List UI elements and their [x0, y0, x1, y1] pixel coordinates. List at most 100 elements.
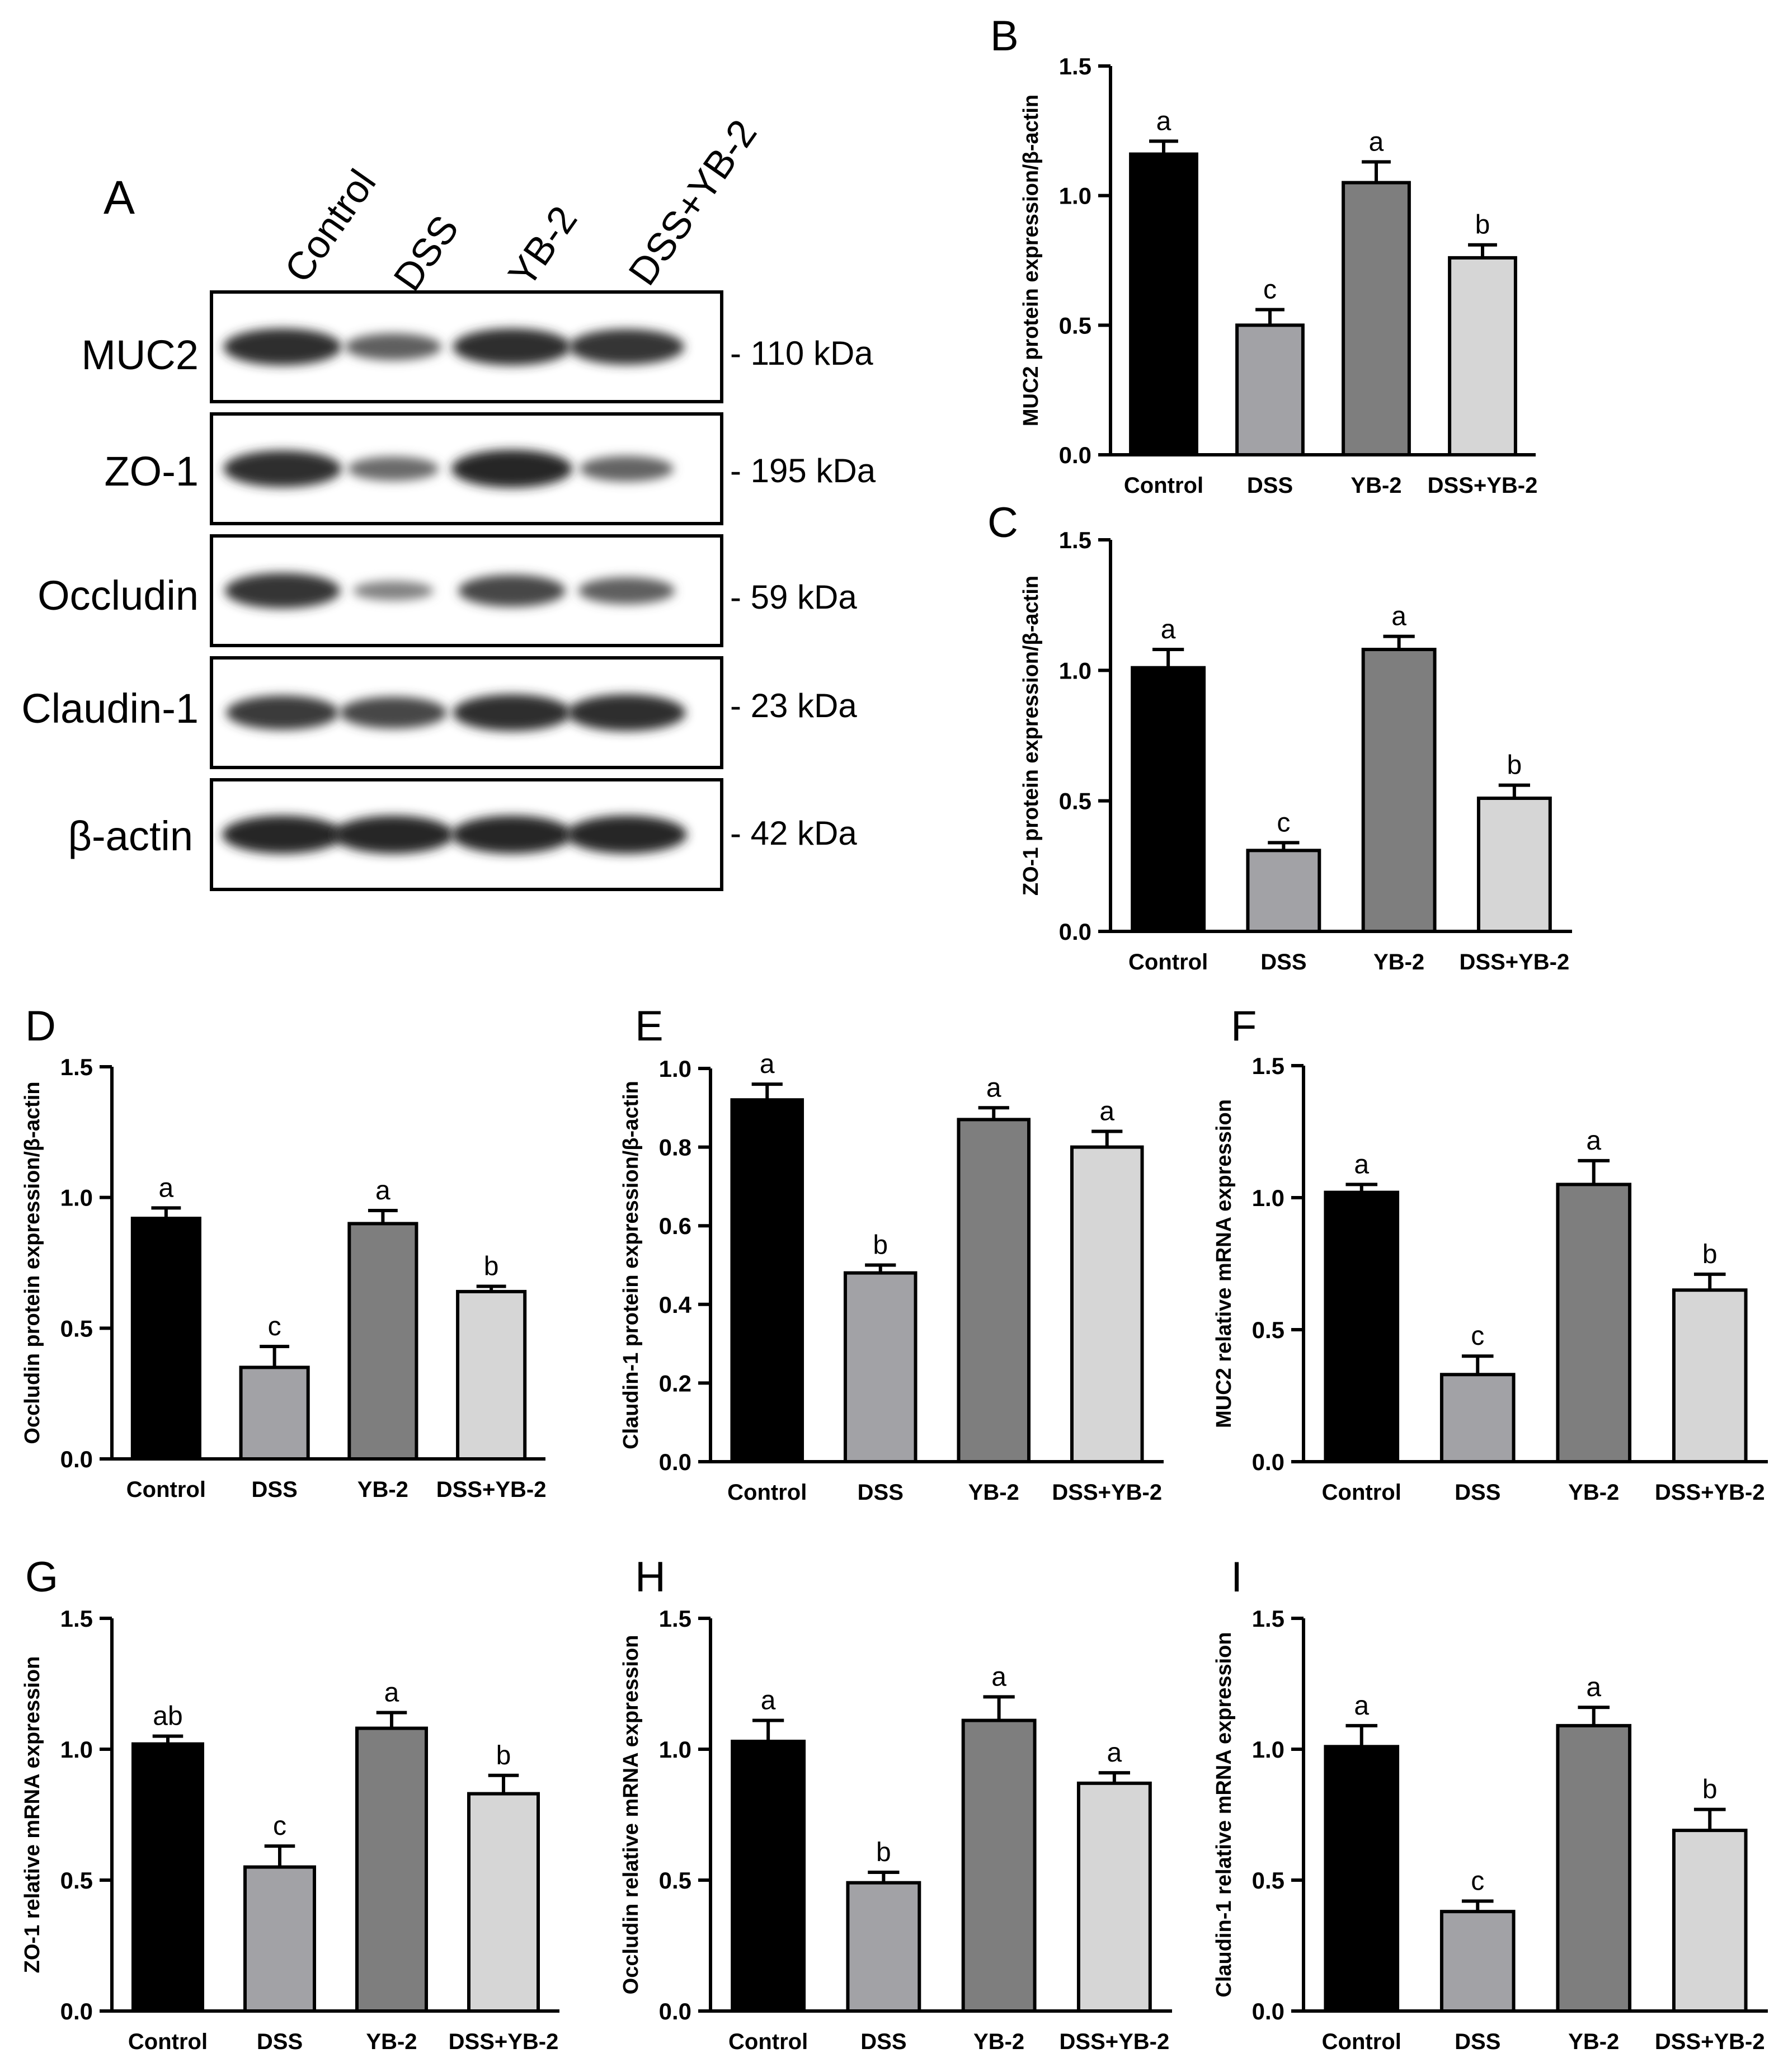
bar-dss-yb-2 [1672, 1288, 1748, 1463]
significance-letter-dss: c [1471, 1321, 1484, 1351]
significance-letter-dss-yb-2: b [1702, 1775, 1718, 1805]
y-tick-label: 0.5 [1252, 1867, 1284, 1894]
blot-band-muc2-yb-2 [453, 328, 571, 365]
significance-letter-control: a [760, 1049, 775, 1079]
y-tick-label: 1.5 [659, 1605, 691, 1632]
chart-panel-G: G 0.0 0.5 1.0 1.5 ZO-1 relative mRNA expressi… [21, 1553, 559, 2054]
bar-control [130, 1217, 201, 1461]
x-tick-label-control: Control [1124, 473, 1203, 498]
bar-control [731, 1739, 806, 2013]
y-tick-label: 0.5 [1059, 312, 1091, 338]
bar-control [1324, 1745, 1400, 2013]
y-tick-label: 0.0 [1252, 1449, 1284, 1475]
y-tick-label: 0.2 [659, 1370, 691, 1396]
x-tick-label-yb-2: YB-2 [968, 1480, 1019, 1505]
significance-letter-dss: c [1277, 808, 1290, 837]
x-tick-label-dss: DSS [257, 2029, 303, 2054]
bar-charts: B 0.0 0.5 1.0 1.5 MUC2 protein expression/β-a… [21, 12, 1768, 2054]
significance-letter-dss: b [873, 1231, 888, 1260]
blot-band-actin-yb-2 [451, 816, 572, 854]
y-tick-label: 1.5 [1252, 1053, 1284, 1079]
x-tick-label-dss-yb-2: DSS+YB-2 [1655, 1480, 1765, 1505]
bar-control [1131, 666, 1206, 933]
significance-letter-control: ab [153, 1702, 182, 1731]
bar-control [1129, 152, 1198, 456]
y-tick-label: 0.0 [1059, 919, 1091, 945]
y-tick-label: 0.5 [1059, 788, 1091, 814]
chart-panel-C: C 0.0 0.5 1.0 1.5 ZO-1 protein expression/β-a… [987, 499, 1572, 974]
significance-letter-yb-2: a [991, 1662, 1006, 1692]
x-tick-label-dss: DSS [252, 1477, 298, 1502]
lane-label-yb2: YB-2 [500, 198, 585, 294]
blot-band-claudin-1-dss-yb-2 [567, 694, 686, 731]
significance-letter-control: a [159, 1173, 174, 1203]
y-tick-label: 1.0 [60, 1736, 93, 1763]
x-tick-label-yb-2: YB-2 [357, 1477, 408, 1502]
y-axis-label: Claudin-1 protein expression/β-actin [619, 1081, 643, 1449]
panel-letter-E: E [635, 1002, 664, 1050]
x-tick-label-dss: DSS [1455, 1480, 1500, 1505]
x-tick-label-dss: DSS [1247, 473, 1293, 498]
protein-label-claudin1: Claudin-1 [21, 685, 199, 732]
y-tick-label: 0.0 [1059, 442, 1091, 468]
bar-yb-2 [961, 1718, 1037, 2013]
protein-label-occludin: Occludin [37, 572, 199, 619]
significance-letter-control: a [1354, 1150, 1369, 1179]
y-tick-label: 0.5 [659, 1867, 691, 1894]
significance-letter-control: a [1354, 1691, 1369, 1721]
y-tick-label: 1.0 [1252, 1736, 1284, 1763]
significance-letter-dss-yb-2: b [1507, 751, 1522, 780]
x-tick-label-yb-2: YB-2 [1568, 2029, 1619, 2054]
blot-band-occludin-yb-2 [458, 574, 566, 607]
y-tick-label: 0.6 [659, 1213, 691, 1239]
significance-letter-dss-yb-2: b [484, 1252, 499, 1282]
significance-letter-dss: c [268, 1312, 281, 1341]
panel-letter-D: D [25, 1002, 56, 1050]
y-tick-label: 1.5 [1252, 1605, 1284, 1632]
panel-letter-F: F [1231, 1002, 1257, 1050]
significance-letter-yb-2: a [384, 1678, 399, 1707]
y-tick-label: 0.0 [1252, 1998, 1284, 2024]
bar-yb-2 [347, 1222, 418, 1461]
blot-band-occludin-dss [353, 581, 434, 601]
bar-dss-yb-2 [1476, 797, 1552, 933]
blot-band-zo-1-control [223, 450, 342, 487]
significance-letter-dss: c [1471, 1866, 1484, 1896]
bar-dss [1439, 1373, 1516, 1463]
bar-dss-yb-2 [1448, 256, 1517, 456]
significance-letter-dss: c [1263, 275, 1277, 305]
protein-label-muc2: MUC2 [81, 332, 199, 378]
bar-dss [1439, 1910, 1516, 2013]
x-tick-label-yb-2: YB-2 [366, 2029, 417, 2054]
blot-band-zo-1-dss [347, 456, 439, 481]
y-tick-label: 1.5 [1059, 527, 1091, 553]
y-tick-label: 0.8 [659, 1134, 691, 1161]
panel-letter-C: C [987, 499, 1018, 547]
x-tick-label-yb-2: YB-2 [1568, 1480, 1619, 1505]
x-tick-label-yb-2: YB-2 [1373, 950, 1424, 974]
x-tick-label-dss: DSS [1455, 2029, 1500, 2054]
blot-band-muc2-dss-yb-2 [568, 329, 685, 365]
x-tick-label-dss-yb-2: DSS+YB-2 [1052, 1480, 1162, 1505]
size-label-muc2: - 110 kDa [730, 335, 873, 372]
bar-control [730, 1098, 804, 1463]
significance-letter-yb-2: a [375, 1176, 390, 1205]
bar-yb-2 [1361, 648, 1437, 933]
blot-band-occludin-dss-yb-2 [578, 577, 675, 605]
bar-yb-2 [355, 1726, 428, 2013]
x-tick-label-control: Control [1128, 950, 1208, 974]
blot-band-muc2-dss [345, 333, 442, 361]
bar-yb-2 [1342, 181, 1411, 456]
x-tick-label-dss-yb-2: DSS+YB-2 [1460, 950, 1570, 974]
size-label-claudin1: - 23 kDa [730, 687, 857, 724]
significance-letter-dss-yb-2: b [1702, 1240, 1718, 1269]
y-axis-label: ZO-1 relative mRNA expression [21, 1656, 44, 1974]
bar-dss [846, 1881, 921, 2013]
significance-letter-yb-2: a [1391, 602, 1406, 632]
bar-dss-yb-2 [467, 1792, 540, 2013]
significance-letter-yb-2: a [1586, 1673, 1601, 1702]
size-label-zo1: - 195 kDa [730, 452, 876, 489]
panel-letter-I: I [1231, 1553, 1243, 1601]
significance-letter-dss: c [273, 1811, 286, 1841]
